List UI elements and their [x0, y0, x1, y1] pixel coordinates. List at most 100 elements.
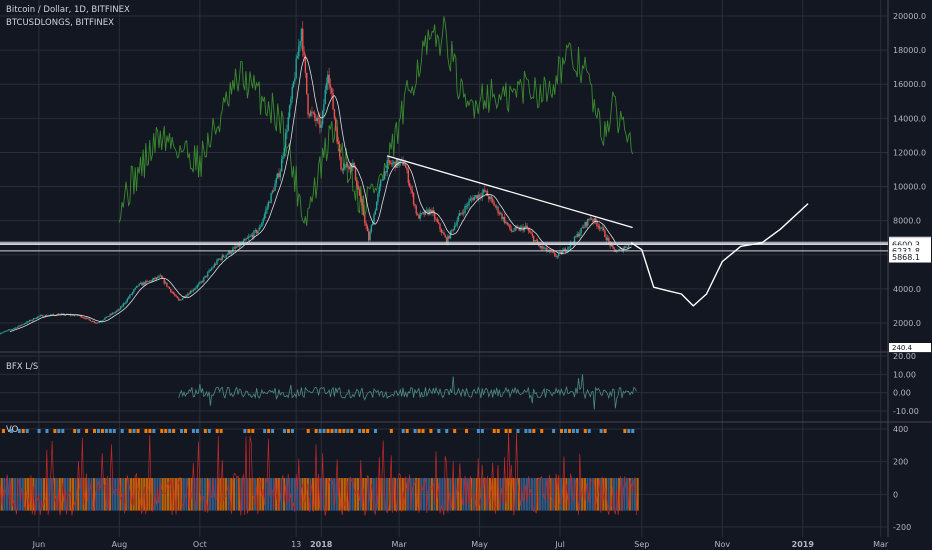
candle-body: [262, 218, 264, 223]
vo-band: [338, 478, 341, 511]
candle-body: [105, 316, 107, 318]
candle-body: [244, 238, 246, 241]
candle-body: [426, 210, 428, 211]
vo-band: [56, 478, 59, 511]
candle-body: [605, 236, 607, 240]
vo-band: [211, 478, 214, 511]
candle-body: [226, 254, 229, 256]
candle-body: [573, 236, 576, 244]
ls-line: [178, 374, 637, 410]
candle-body: [510, 228, 512, 232]
candle-body: [398, 161, 400, 166]
vo-band: [71, 478, 75, 511]
vo-band: [533, 478, 536, 511]
symbol-title: Bitcoin / Dollar, 1D, BITFINEX: [6, 5, 130, 15]
candle-body: [394, 161, 396, 168]
candle-body: [195, 287, 197, 289]
candle-body: [21, 324, 23, 326]
vo-band: [594, 478, 597, 511]
candle-body: [17, 326, 19, 328]
candle-body: [627, 244, 630, 248]
candle-body: [478, 194, 481, 197]
vo-marker: [290, 429, 294, 433]
candle-body: [188, 293, 191, 295]
vo-band: [8, 478, 11, 511]
vo-band: [190, 478, 193, 511]
candle-body: [221, 255, 223, 260]
candle-body: [123, 303, 126, 305]
candle-body: [185, 295, 188, 297]
candle-body: [395, 159, 398, 168]
candle-body: [280, 159, 283, 172]
candle-body: [212, 267, 214, 269]
candle-body: [590, 218, 593, 220]
vo-band: [21, 478, 24, 511]
time-tick-label: 2018: [310, 540, 333, 549]
vo-band: [618, 478, 621, 511]
candle-body: [378, 186, 380, 194]
grid: [0, 0, 932, 537]
candle-body: [118, 309, 121, 311]
candle-body: [323, 104, 325, 111]
candle-body: [51, 314, 53, 316]
candle-body: [535, 240, 537, 241]
vo-band: [538, 478, 542, 511]
candle-body: [542, 246, 544, 249]
vo-marker: [342, 429, 346, 433]
vo-marker: [267, 429, 271, 433]
candle-body: [15, 327, 18, 329]
candle-body: [94, 322, 97, 324]
candle-body: [464, 206, 466, 213]
vo-band: [314, 478, 317, 511]
candle-body: [391, 163, 394, 165]
candle-body: [327, 74, 329, 84]
candle-body: [414, 204, 416, 207]
candle-body: [583, 227, 585, 229]
vo-band: [494, 478, 497, 511]
vo-band: [567, 478, 571, 511]
candle-body: [560, 251, 563, 255]
vo-marker: [318, 429, 322, 433]
candle-body: [406, 167, 408, 171]
candle-body: [98, 321, 101, 323]
candle-body: [362, 205, 365, 216]
vo-marker: [148, 429, 152, 433]
candle-body: [551, 251, 553, 253]
candle-body: [546, 247, 548, 252]
candle-body: [354, 166, 357, 180]
vo-band: [293, 478, 296, 511]
vo-band: [0, 478, 3, 511]
candle-body: [340, 156, 342, 170]
vo-band: [103, 478, 106, 511]
candle-body: [149, 280, 151, 282]
vo-marker: [374, 429, 378, 433]
candle-body: [109, 314, 111, 316]
time-tick-label: Sep: [634, 540, 649, 549]
candle-body: [389, 160, 391, 164]
candle-body: [441, 232, 444, 234]
vo-band: [95, 478, 98, 511]
candle-body: [488, 196, 490, 200]
candle-body: [328, 74, 330, 85]
vo-band: [58, 478, 61, 511]
candle-body: [117, 309, 119, 311]
ls-pane-label: BFX L/S: [6, 362, 39, 372]
vo-band: [414, 478, 418, 511]
candle-body: [32, 318, 35, 320]
candle-body: [292, 81, 295, 87]
vo-marker: [575, 429, 579, 433]
candle-body: [374, 210, 377, 215]
candle-body: [131, 292, 134, 295]
candle-body: [616, 251, 618, 253]
vo-band: [277, 478, 280, 511]
candle-body: [192, 289, 194, 292]
vo-band: [259, 478, 262, 511]
ls-tick-label: 10.00: [893, 370, 916, 379]
candle-body: [10, 329, 12, 331]
candle-body: [178, 298, 180, 301]
candle-body: [358, 189, 361, 196]
candle-body: [135, 285, 138, 288]
candle-body: [114, 311, 117, 313]
